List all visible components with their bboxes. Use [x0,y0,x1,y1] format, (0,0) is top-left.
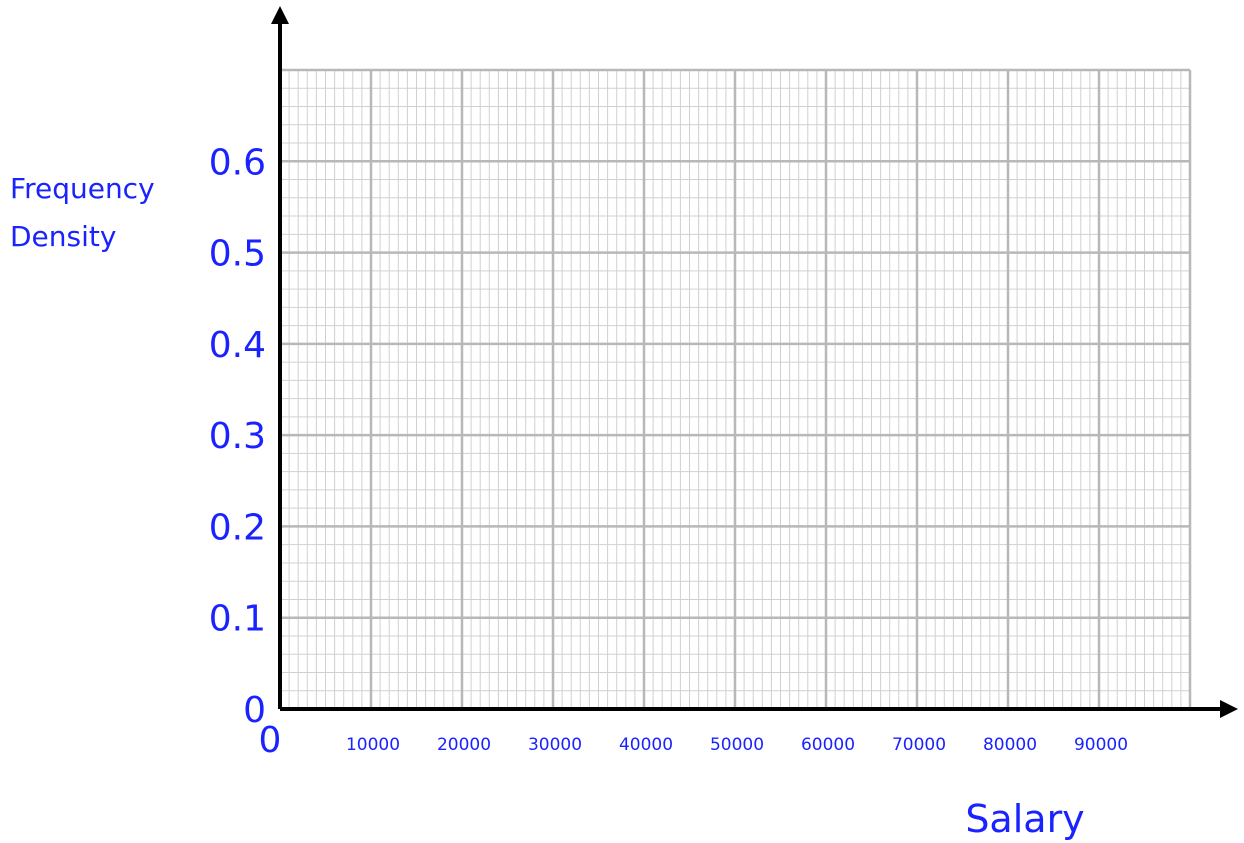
x-tick-label: 90000 [1074,735,1128,755]
grid [278,68,1192,711]
x-tick-label: 30000 [528,735,582,755]
y-tick-label: 0.3 [209,416,266,457]
y-tick-label: 0.2 [209,507,266,548]
x-tick-label: 40000 [619,735,673,755]
y-tick-label: 0.4 [209,325,266,366]
x-tick-label: 10000 [346,735,400,755]
axes [271,6,1238,718]
y-axis-label: Density [10,220,116,253]
y-axis-arrow [271,6,289,24]
x-tick-label: 50000 [710,735,764,755]
y-tick-label: 0 [243,690,266,731]
y-tick-label: 0.1 [209,599,266,640]
y-tick-label: 0.5 [209,234,266,275]
x-tick-label: 60000 [801,735,855,755]
x-tick-label: 80000 [983,735,1037,755]
x-origin-label: 0 [259,720,282,761]
labels: 0 0.1 0.2 0.3 0.4 0.5 0.6 0 10000 20000 30000 40000… [10,142,1128,841]
y-tick-label: 0.6 [209,142,266,183]
x-axis-arrow [1220,700,1238,718]
y-axis-label: Frequency [10,172,155,205]
x-axis-label: Salary [965,797,1084,841]
x-tick-label: 20000 [437,735,491,755]
x-tick-label: 70000 [892,735,946,755]
